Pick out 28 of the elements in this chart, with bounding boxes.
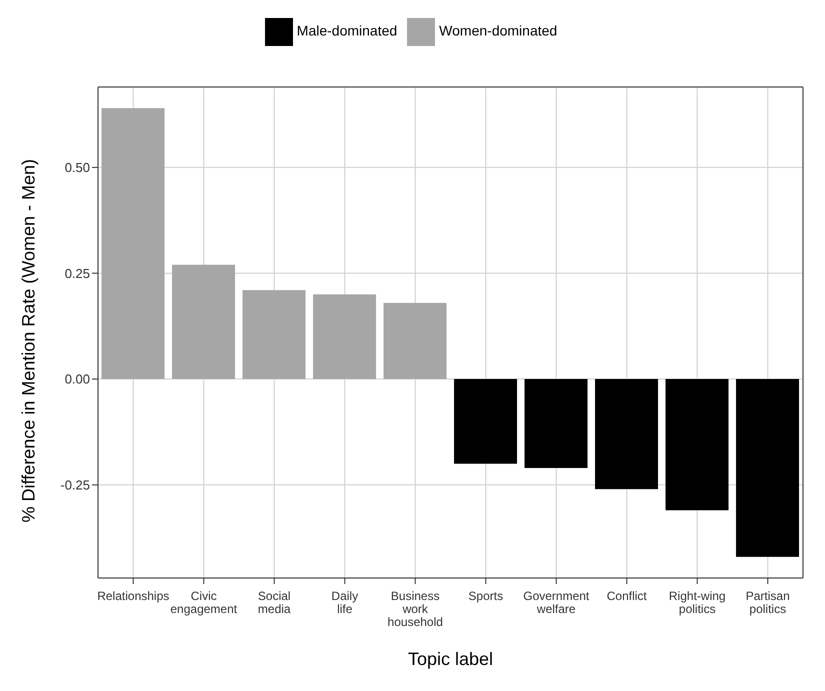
y-tick-label: 0.50 <box>64 160 90 176</box>
x-axis-title: Topic label <box>408 649 494 669</box>
bar <box>454 379 518 464</box>
bar <box>524 379 588 468</box>
x-tick-label: Social media <box>258 589 291 616</box>
x-tick-label: Right-wing politics <box>668 589 726 616</box>
bar <box>736 379 800 557</box>
x-tick-label: Daily life <box>331 589 358 616</box>
x-tick-label: Partisan politics <box>746 589 790 616</box>
y-tick-label: 0.25 <box>64 266 90 281</box>
x-tick-label: Government welfare <box>523 589 590 616</box>
x-tick-label: Civic engagement <box>170 589 238 616</box>
bar <box>242 290 306 380</box>
y-tick-label: -0.25 <box>60 477 90 492</box>
x-tick-label: Sports <box>468 589 504 603</box>
y-axis-title: % Difference in Mention Rate (Women - Men) <box>18 159 38 522</box>
x-tick-label: Conflict <box>606 589 648 603</box>
bar <box>384 302 447 380</box>
x-tick-label: Relationships <box>97 589 170 603</box>
bar <box>595 379 658 490</box>
bar <box>666 379 729 510</box>
x-tick-label: Business work household <box>388 589 443 629</box>
legend-label: Women-dominated <box>439 22 558 39</box>
legend-label: Male-dominated <box>296 22 398 39</box>
y-tick-label: 0.00 <box>64 372 90 387</box>
bar <box>102 108 165 380</box>
bar <box>172 264 236 380</box>
bar <box>313 294 376 380</box>
